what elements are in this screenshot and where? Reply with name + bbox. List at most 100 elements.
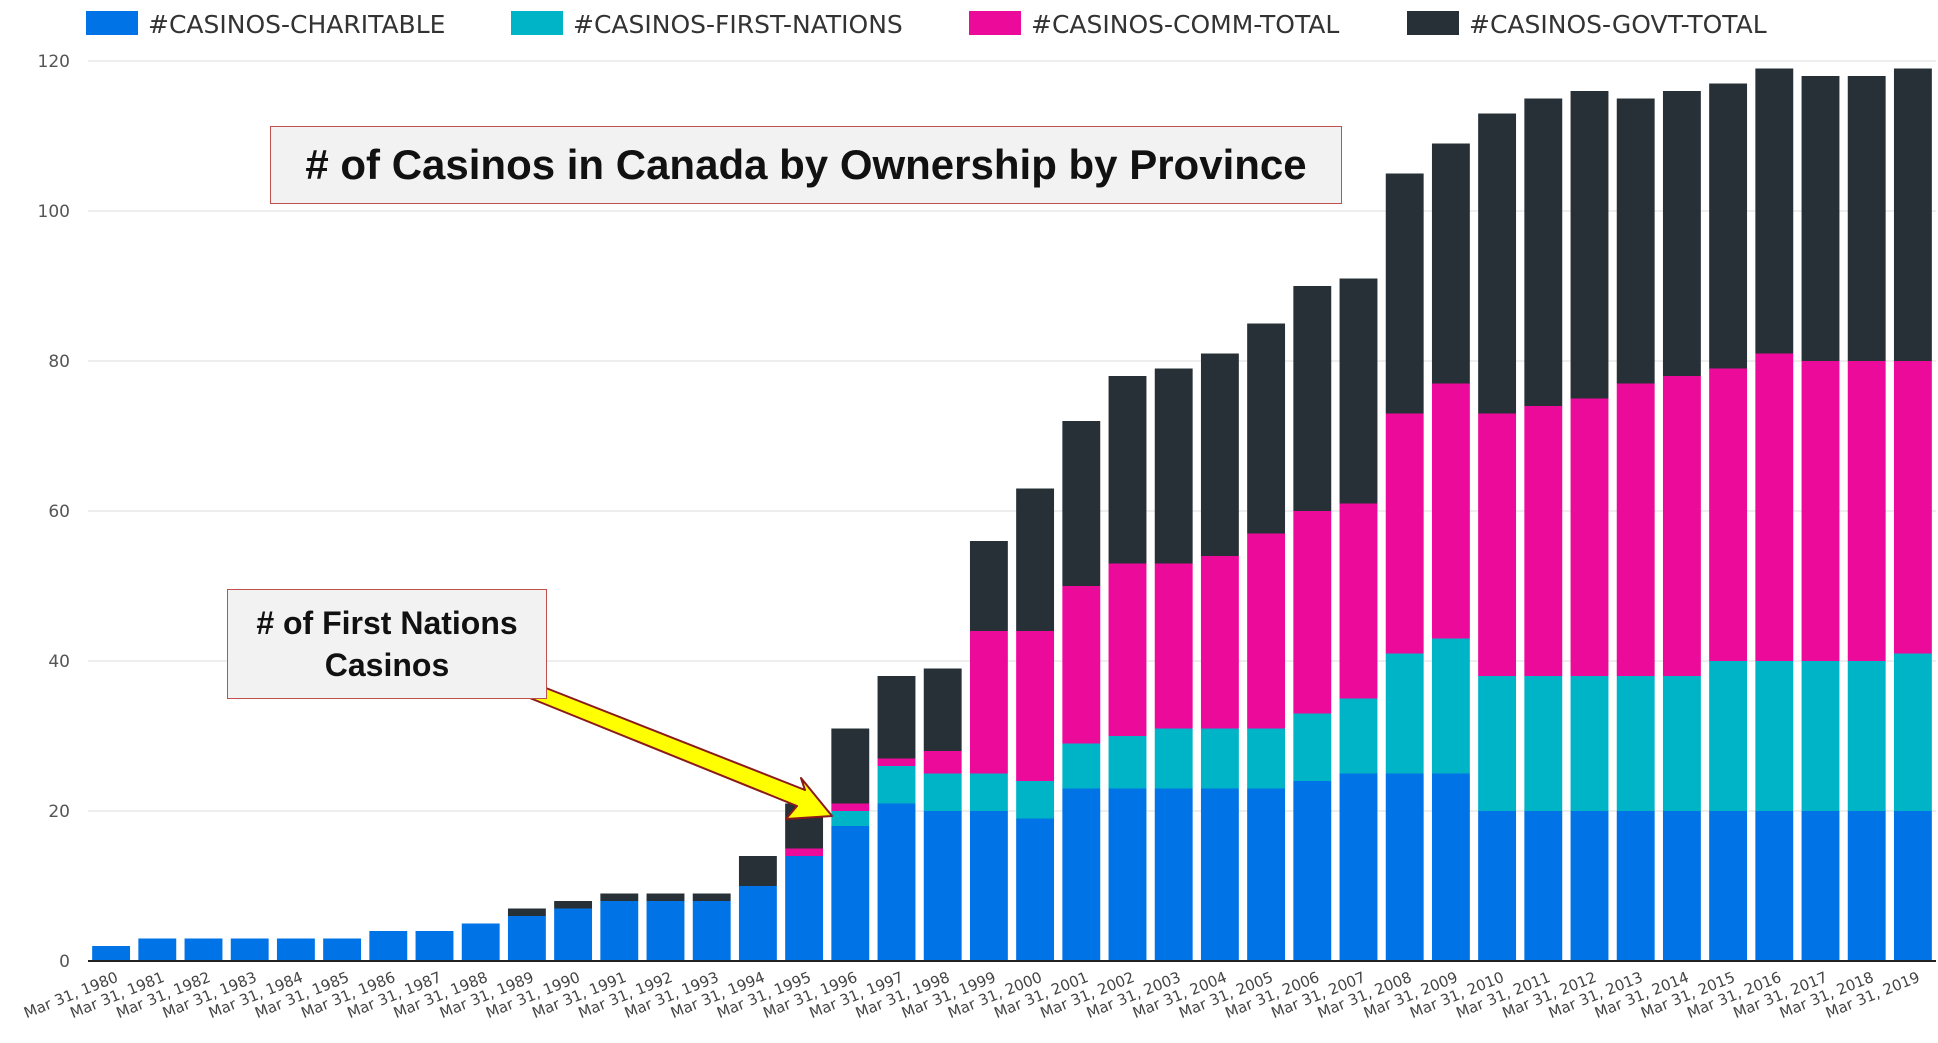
bar-segment-1-31 [1478, 811, 1517, 961]
bar-segment-3-20 [969, 631, 1008, 774]
bar-segment-4-30 [1431, 143, 1470, 384]
bar-segment-4-21 [1016, 488, 1055, 631]
bar-segment-2-30 [1431, 638, 1470, 774]
bar-segment-4-31 [1478, 113, 1517, 414]
bar-segment-3-34 [1616, 383, 1655, 676]
bar-segment-1-19 [923, 811, 962, 961]
bar-segment-1-28 [1339, 773, 1378, 961]
bar-segment-2-38 [1801, 661, 1840, 811]
bar-segment-2-20 [969, 773, 1008, 811]
bar-segment-3-39 [1847, 361, 1886, 661]
legend-label-3: #CASINOS-COMM-TOTAL [1031, 10, 1339, 39]
bar-segment-3-19 [923, 751, 962, 774]
bar-segment-2-34 [1616, 676, 1655, 811]
legend-swatch-4 [1407, 11, 1459, 35]
bar-segment-4-10 [507, 908, 546, 916]
bar-segment-3-31 [1478, 413, 1517, 676]
bar-segment-1-22 [1062, 788, 1101, 961]
y-tick-label: 20 [48, 802, 70, 822]
bar-segment-3-23 [1108, 563, 1147, 736]
bar-segment-4-38 [1801, 76, 1840, 361]
bar-segment-4-14 [692, 893, 731, 901]
bar-segment-1-8 [415, 931, 454, 961]
bar-segment-4-11 [554, 901, 593, 909]
bar-segment-1-35 [1662, 811, 1701, 961]
bar-segment-3-29 [1385, 413, 1424, 654]
y-tick-label: 40 [48, 652, 70, 672]
bar-segment-1-17 [831, 826, 870, 961]
bar-segment-1-16 [785, 856, 824, 961]
bar-segment-1-29 [1385, 773, 1424, 961]
first-nations-callout: # of First Nations Casinos [227, 589, 547, 699]
bar-segment-2-32 [1524, 676, 1563, 811]
bar-segment-2-28 [1339, 698, 1378, 774]
bar-segment-4-17 [831, 728, 870, 804]
bar-segment-1-40 [1893, 811, 1932, 961]
y-axis-ticks: 0 20 40 60 80 100 120 [38, 52, 70, 972]
bar-segment-1-38 [1801, 811, 1840, 961]
bar-segment-1-10 [507, 916, 546, 961]
bar-segment-1-18 [877, 803, 916, 961]
bar-segment-2-24 [1154, 728, 1193, 789]
bar-segment-2-33 [1570, 676, 1609, 811]
bar-segment-2-35 [1662, 676, 1701, 811]
bar-segment-1-33 [1570, 811, 1609, 961]
bar-segment-3-35 [1662, 376, 1701, 676]
bar-segment-3-16 [785, 848, 824, 856]
legend-swatch-2 [511, 11, 563, 35]
bar-segment-1-23 [1108, 788, 1147, 961]
legend-swatch-1 [86, 11, 138, 35]
bar-segment-4-28 [1339, 278, 1378, 504]
bar-segment-4-20 [969, 541, 1008, 631]
bar-segment-4-18 [877, 676, 916, 759]
bar-segment-1-9 [461, 923, 500, 961]
bar-segment-3-18 [877, 758, 916, 766]
bar-segment-2-22 [1062, 743, 1101, 789]
bar-segment-4-34 [1616, 98, 1655, 384]
bar-segment-3-40 [1893, 361, 1932, 654]
legend-label-4: #CASINOS-GOVT-TOTAL [1469, 10, 1767, 39]
bar-segment-1-14 [692, 901, 731, 961]
bar-segment-4-22 [1062, 421, 1101, 586]
legend-swatch-3 [969, 11, 1021, 35]
bar-segment-4-15 [738, 856, 777, 886]
y-tick-label: 0 [59, 952, 70, 972]
bar-segment-2-21 [1016, 781, 1055, 819]
bar-segment-4-25 [1200, 353, 1239, 556]
bar-segment-4-32 [1524, 98, 1563, 406]
bar-segment-2-39 [1847, 661, 1886, 811]
bar-segment-4-40 [1893, 68, 1932, 361]
bar-segment-1-4 [230, 938, 269, 961]
bar-segment-3-24 [1154, 563, 1193, 729]
bar-segment-1-36 [1709, 811, 1748, 961]
bar-segment-4-37 [1755, 68, 1794, 354]
bar-segment-1-39 [1847, 811, 1886, 961]
bar-segment-4-19 [923, 668, 962, 751]
legend-label-1: #CASINOS-CHARITABLE [148, 10, 445, 39]
bar-segment-2-40 [1893, 653, 1932, 811]
bar-segment-1-27 [1293, 781, 1332, 961]
bar-segment-1-30 [1431, 773, 1470, 961]
bar-segment-4-12 [600, 893, 639, 901]
legend: #CASINOS-CHARITABLE #CASINOS-FIRST-NATION… [86, 10, 1767, 39]
bar-segment-1-32 [1524, 811, 1563, 961]
bar-segment-2-25 [1200, 728, 1239, 789]
bar-segment-2-36 [1709, 661, 1748, 811]
bar-segment-2-37 [1755, 661, 1794, 811]
bar-segment-3-25 [1200, 556, 1239, 729]
bar-segment-1-21 [1016, 818, 1055, 961]
callout-arrow-shape [514, 678, 833, 820]
bar-segment-1-13 [646, 901, 685, 961]
bar-segment-4-39 [1847, 76, 1886, 361]
callout-arrow [514, 678, 833, 820]
bar-segment-2-18 [877, 766, 916, 804]
bar-segment-1-11 [554, 908, 593, 961]
bar-segment-3-22 [1062, 586, 1101, 744]
bar-segment-3-32 [1524, 406, 1563, 676]
bar-segment-3-21 [1016, 631, 1055, 781]
legend-label-2: #CASINOS-FIRST-NATIONS [573, 10, 903, 39]
bar-segment-4-23 [1108, 376, 1147, 564]
bar-segment-1-24 [1154, 788, 1193, 961]
bar-segment-3-17 [831, 803, 870, 811]
